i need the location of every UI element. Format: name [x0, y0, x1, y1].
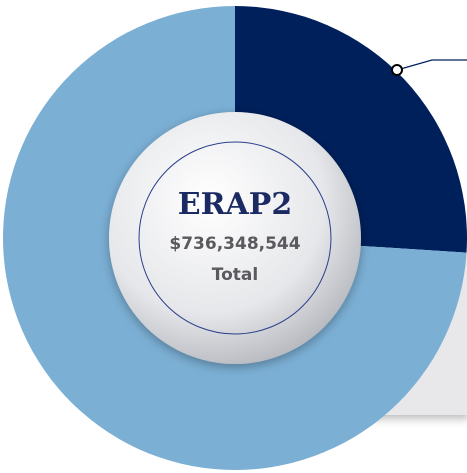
center-disc: [109, 112, 361, 364]
center-ring: [138, 141, 332, 335]
center-title: ERAP2: [178, 187, 293, 222]
center-value: $736,348,544: [169, 234, 300, 254]
center-label: Total: [212, 265, 258, 285]
leader-dot: [391, 64, 403, 76]
leader-line: [396, 59, 467, 71]
